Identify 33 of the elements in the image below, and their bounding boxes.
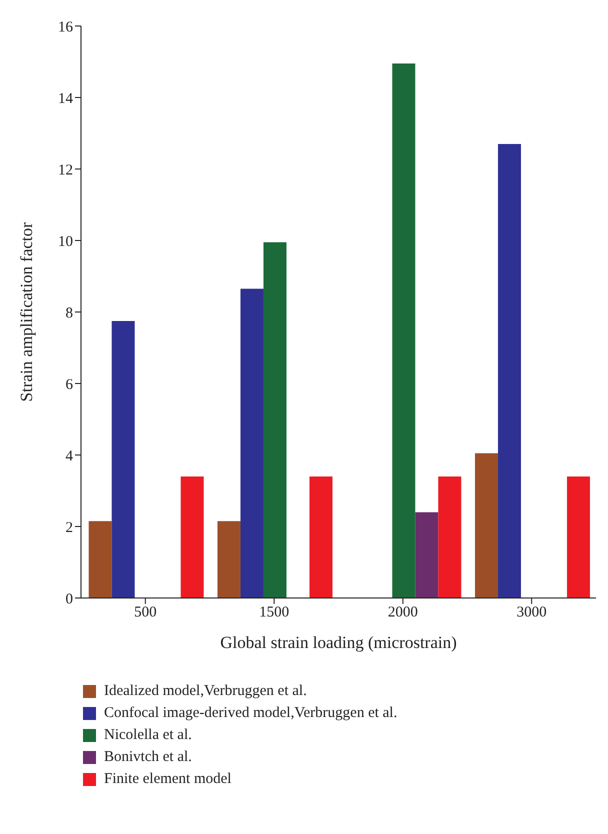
bar [112, 320, 135, 598]
bar [392, 64, 416, 598]
y-tick-label: 8 [66, 305, 73, 322]
y-tick-label: 4 [66, 448, 74, 464]
legend-label: Bonivtch et al. [104, 748, 192, 767]
x-axis-title: Global strain loading (microstrain) [220, 633, 457, 652]
y-tick-label: 0 [66, 591, 73, 608]
bar [263, 242, 286, 598]
legend-label: Nicolella et al. [104, 726, 192, 745]
y-tick-label: 16 [58, 19, 74, 36]
bar [566, 476, 590, 598]
bar [309, 476, 332, 598]
legend-label: Idealized model,Verbruggen et al. [104, 682, 307, 701]
bar [180, 476, 204, 598]
y-tick-label: 12 [58, 162, 73, 178]
bar [240, 288, 264, 598]
x-tick-label: 1500 [259, 604, 290, 621]
bar [438, 476, 462, 598]
y-tick-label: 6 [66, 376, 74, 393]
y-tick-label: 2 [66, 520, 73, 536]
legend-label: Finite element model [104, 770, 232, 789]
x-tick-label: 2000 [388, 604, 418, 621]
bar [217, 521, 240, 598]
y-tick-label: 14 [58, 90, 74, 107]
x-tick-label: 3000 [516, 604, 547, 621]
bar [88, 521, 112, 598]
y-tick-label: 10 [58, 234, 73, 250]
legend-label: Confocal image-derived model,Verbruggen et al. [104, 704, 398, 723]
bar [474, 453, 498, 598]
y-axis-title: Strain amplification factor [17, 222, 36, 402]
bar [498, 144, 521, 598]
x-tick-label: 500 [134, 604, 157, 621]
bar [415, 512, 438, 598]
